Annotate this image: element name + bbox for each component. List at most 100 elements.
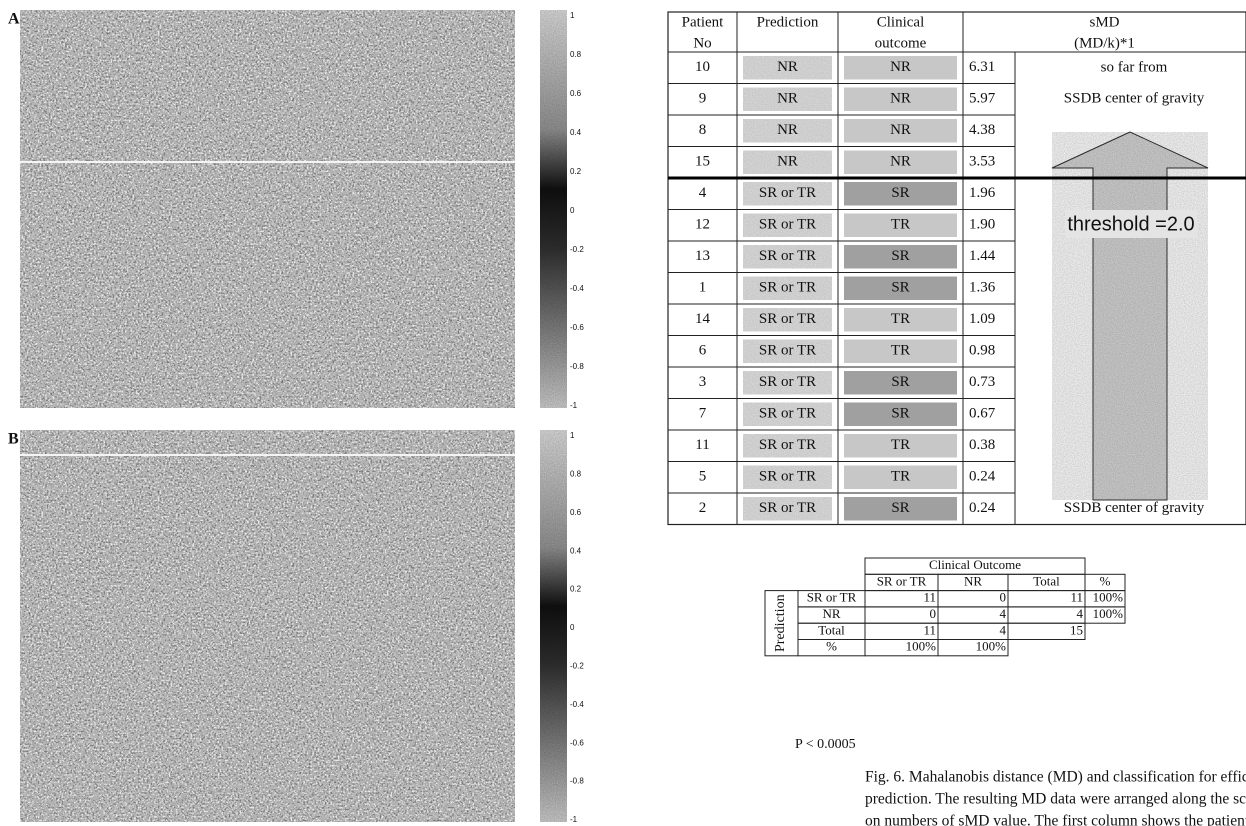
patient-no: 8: [699, 122, 707, 138]
panel-label: B: [8, 431, 19, 448]
heatmap: [20, 430, 515, 822]
colorbar-label: 0.8: [570, 50, 582, 59]
colorbar-label: -1: [570, 815, 578, 824]
colorbar-label: -0.6: [570, 738, 584, 747]
prediction: SR or TR: [759, 248, 816, 264]
patient-no: 1: [699, 280, 707, 296]
prediction: NR: [777, 91, 798, 107]
patient-no: 14: [695, 311, 711, 327]
colorbar-label: 1: [570, 431, 575, 440]
table-header: Patient: [682, 14, 724, 30]
contingency-row-axis: Prediction: [773, 594, 788, 652]
colorbar-label: -0.8: [570, 362, 584, 371]
cell: [938, 591, 1008, 607]
smd-value: 0.24: [969, 469, 996, 485]
patient-no: 7: [699, 406, 707, 422]
contingency-cell: 0: [930, 606, 937, 621]
colorbar-label: 0.2: [570, 167, 582, 176]
smd-value: 1.44: [969, 248, 996, 264]
colorbar-label: 0.6: [570, 89, 582, 98]
table-header: (MD/k)*1: [1074, 35, 1135, 51]
patient-no: 6: [699, 343, 707, 359]
contingency-title: Clinical Outcome: [929, 557, 1021, 572]
colorbar-label: 0.2: [570, 585, 582, 594]
prediction: SR or TR: [759, 374, 816, 390]
colorbar-label: 0: [570, 206, 575, 215]
contingency-column: Total: [1033, 573, 1060, 588]
table-header: Prediction: [757, 14, 819, 30]
clinical-outcome: SR: [891, 280, 909, 296]
smd-value: 0.24: [969, 500, 996, 516]
colorbar-label: 0.6: [570, 508, 582, 517]
contingency-cell: 11: [1070, 590, 1083, 605]
prediction: SR or TR: [759, 500, 816, 516]
prediction: SR or TR: [759, 311, 816, 327]
smd-value: 0.73: [969, 374, 995, 390]
figure: A10.80.60.40.20-0.2-0.4-0.6-0.8-1B10.80.…: [0, 0, 1246, 826]
smd-value: 5.97: [969, 91, 996, 107]
contingency-cell: 4: [1077, 606, 1084, 621]
threshold-label: threshold =2.0: [1067, 213, 1194, 235]
clinical-outcome: NR: [890, 154, 911, 170]
smd-value: 1.36: [969, 280, 996, 296]
table-header: sMD: [1089, 14, 1119, 30]
prediction: NR: [777, 122, 798, 138]
contingency-column: %: [1100, 573, 1111, 588]
clinical-outcome: SR: [891, 374, 909, 390]
annotation: SSDB center of gravity: [1064, 90, 1205, 106]
annotation: so far from: [1101, 59, 1168, 75]
contingency-column: NR: [964, 573, 982, 588]
contingency-column: SR or TR: [877, 573, 927, 588]
prediction: SR or TR: [759, 343, 816, 359]
contingency-cell: 11: [923, 622, 936, 637]
prediction: NR: [777, 59, 798, 75]
caption: Fig. 6. Mahalanobis distance (MD) and cl…: [865, 769, 1246, 786]
patient-no: 15: [695, 154, 710, 170]
prediction: SR or TR: [759, 406, 816, 422]
colorbar-grain: [540, 430, 567, 822]
heatmap: [20, 10, 515, 408]
table-header: outcome: [875, 35, 927, 51]
contingency-cell: 100%: [976, 639, 1007, 654]
contingency-cell: 4: [1000, 622, 1007, 637]
contingency-cell: 100%: [906, 639, 937, 654]
colorbar-label: 0.4: [570, 546, 582, 555]
cell: [938, 623, 1008, 639]
colorbar-grain: [540, 10, 567, 408]
colorbar-label: -0.2: [570, 662, 584, 671]
contingency-cell: NR: [822, 606, 840, 621]
clinical-outcome: TR: [891, 311, 910, 327]
clinical-outcome: NR: [890, 91, 911, 107]
cell: [938, 607, 1008, 623]
patient-no: 11: [695, 437, 709, 453]
clinical-outcome: NR: [890, 122, 911, 138]
cell: [865, 607, 938, 623]
smd-value: 1.96: [969, 185, 996, 201]
table-header: No: [693, 35, 711, 51]
colorbar-label: -1: [570, 401, 578, 410]
prediction: NR: [777, 154, 798, 170]
smd-value: 6.31: [969, 59, 995, 75]
clinical-outcome: SR: [891, 406, 909, 422]
table-header: Clinical: [877, 14, 925, 30]
contingency-cell: 100%: [1093, 606, 1124, 621]
page: {"panels":[ {"label":"A","colorbar_label…: [0, 0, 1246, 826]
contingency-cell: SR or TR: [807, 590, 857, 605]
caption: prediction. The resulting MD data were a…: [865, 791, 1246, 808]
clinical-outcome: SR: [891, 500, 909, 516]
smd-value: 0.67: [969, 406, 996, 422]
prediction: SR or TR: [759, 437, 816, 453]
smd-value: 1.09: [969, 311, 995, 327]
contingency-cell: Total: [818, 622, 845, 637]
colorbar-label: -0.8: [570, 777, 584, 786]
patient-no: 10: [695, 59, 710, 75]
clinical-outcome: TR: [891, 437, 910, 453]
colorbar-label: -0.4: [570, 284, 584, 293]
prediction: SR or TR: [759, 469, 816, 485]
patient-no: 3: [699, 374, 707, 390]
prediction: SR or TR: [759, 185, 816, 201]
patient-no: 4: [699, 185, 707, 201]
patient-no: 5: [699, 469, 707, 485]
colorbar-label: -0.6: [570, 323, 584, 332]
contingency-cell: 11: [923, 590, 936, 605]
